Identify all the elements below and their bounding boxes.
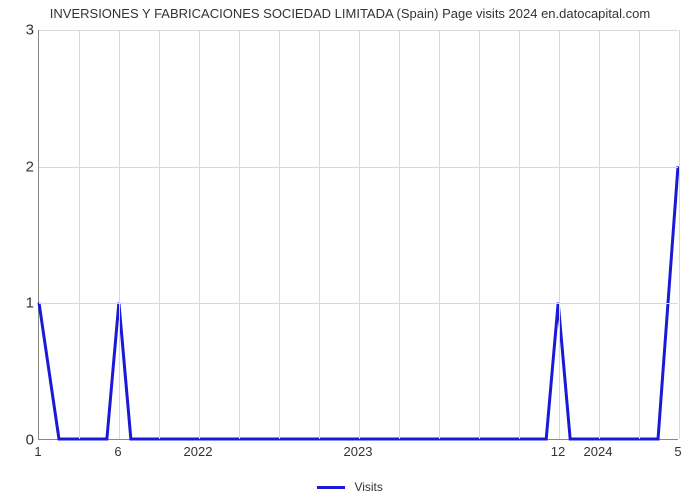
- gridline-v: [119, 30, 120, 439]
- legend: Visits: [0, 480, 700, 494]
- legend-label: Visits: [354, 480, 382, 494]
- y-tick-label: 2: [6, 158, 34, 175]
- gridline-v: [79, 30, 80, 439]
- gridline-v: [199, 30, 200, 439]
- chart-title: INVERSIONES Y FABRICACIONES SOCIEDAD LIM…: [0, 6, 700, 21]
- legend-swatch: [317, 486, 345, 489]
- gridline-h: [39, 303, 678, 304]
- y-tick-label: 3: [6, 22, 34, 39]
- gridline-v: [559, 30, 560, 439]
- gridline-v: [359, 30, 360, 439]
- x-tick-label: 12: [551, 444, 565, 459]
- x-tick-label: 5: [674, 444, 681, 459]
- x-tick-label: 2024: [584, 444, 613, 459]
- gridline-h: [39, 30, 678, 31]
- gridline-v: [439, 30, 440, 439]
- x-tick-label: 1: [34, 444, 41, 459]
- chart-container: INVERSIONES Y FABRICACIONES SOCIEDAD LIM…: [0, 0, 700, 500]
- gridline-v: [319, 30, 320, 439]
- plot-area: [38, 30, 678, 440]
- gridline-v: [519, 30, 520, 439]
- gridline-v: [639, 30, 640, 439]
- x-tick-label: 6: [114, 444, 121, 459]
- gridline-v: [239, 30, 240, 439]
- gridline-h: [39, 167, 678, 168]
- x-tick-label: 2023: [344, 444, 373, 459]
- gridline-v: [159, 30, 160, 439]
- gridline-v: [599, 30, 600, 439]
- gridline-v: [479, 30, 480, 439]
- x-tick-label: 2022: [184, 444, 213, 459]
- gridline-v: [679, 30, 680, 439]
- y-tick-label: 0: [6, 432, 34, 449]
- y-tick-label: 1: [6, 295, 34, 312]
- gridline-v: [279, 30, 280, 439]
- gridline-v: [399, 30, 400, 439]
